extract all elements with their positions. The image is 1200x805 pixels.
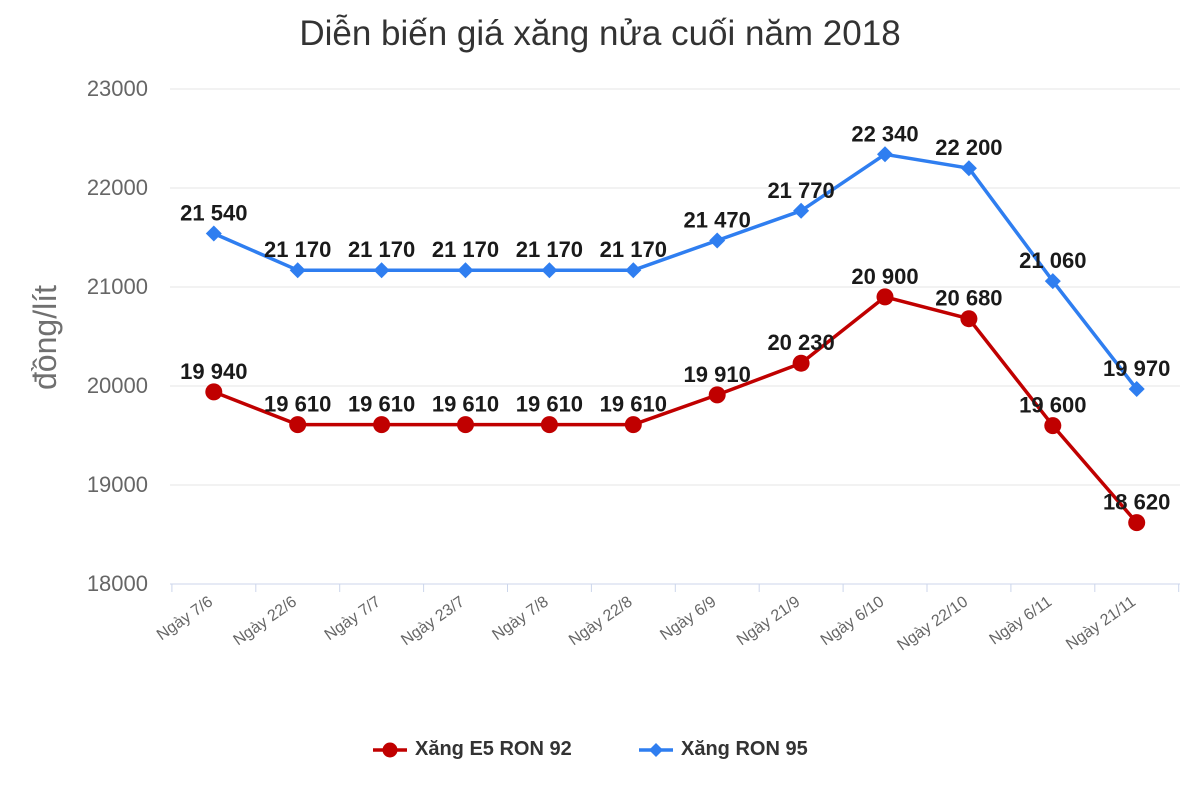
svg-text:19000: 19000	[87, 472, 148, 497]
svg-text:Ngày 6/11: Ngày 6/11	[987, 593, 1056, 648]
svg-text:21 060: 21 060	[1019, 248, 1086, 273]
svg-text:23000: 23000	[87, 76, 148, 101]
svg-text:18 620: 18 620	[1103, 490, 1170, 515]
svg-text:19 610: 19 610	[516, 392, 583, 417]
svg-text:19 970: 19 970	[1103, 356, 1170, 381]
svg-text:22 200: 22 200	[935, 135, 1002, 160]
svg-text:19 940: 19 940	[180, 359, 247, 384]
svg-text:21 170: 21 170	[516, 237, 583, 262]
svg-text:Ngày 21/9: Ngày 21/9	[734, 593, 804, 649]
svg-text:18000: 18000	[87, 571, 148, 596]
svg-text:19 910: 19 910	[684, 362, 751, 387]
svg-text:20 230: 20 230	[767, 330, 834, 355]
svg-text:19 610: 19 610	[264, 392, 331, 417]
svg-text:Ngày 22/8: Ngày 22/8	[566, 593, 636, 649]
svg-text:19 610: 19 610	[348, 392, 415, 417]
svg-text:22 340: 22 340	[851, 121, 918, 146]
svg-text:21 170: 21 170	[600, 237, 667, 262]
svg-text:Ngày 21/11: Ngày 21/11	[1063, 593, 1139, 653]
svg-text:19 610: 19 610	[600, 392, 667, 417]
svg-text:19 600: 19 600	[1019, 393, 1086, 418]
svg-text:21 170: 21 170	[432, 237, 499, 262]
svg-text:20 900: 20 900	[851, 264, 918, 289]
svg-text:Ngày 7/8: Ngày 7/8	[489, 593, 551, 644]
svg-text:Ngày 6/10: Ngày 6/10	[818, 593, 888, 649]
svg-text:Ngày 7/6: Ngày 7/6	[154, 593, 216, 644]
svg-text:Ngày 22/6: Ngày 22/6	[230, 593, 300, 649]
svg-text:19 610: 19 610	[432, 392, 499, 417]
svg-text:21 770: 21 770	[767, 178, 834, 203]
svg-text:21 540: 21 540	[180, 201, 247, 226]
svg-text:Ngày 22/10: Ngày 22/10	[894, 593, 971, 654]
svg-text:Ngày 6/9: Ngày 6/9	[657, 593, 719, 644]
svg-text:21 170: 21 170	[348, 237, 415, 262]
svg-text:21 170: 21 170	[264, 237, 331, 262]
svg-text:Ngày 23/7: Ngày 23/7	[398, 593, 468, 649]
svg-text:22000: 22000	[87, 175, 148, 200]
svg-text:21 470: 21 470	[684, 208, 751, 233]
svg-text:Ngày 7/7: Ngày 7/7	[322, 593, 384, 644]
svg-text:20 680: 20 680	[935, 286, 1002, 311]
